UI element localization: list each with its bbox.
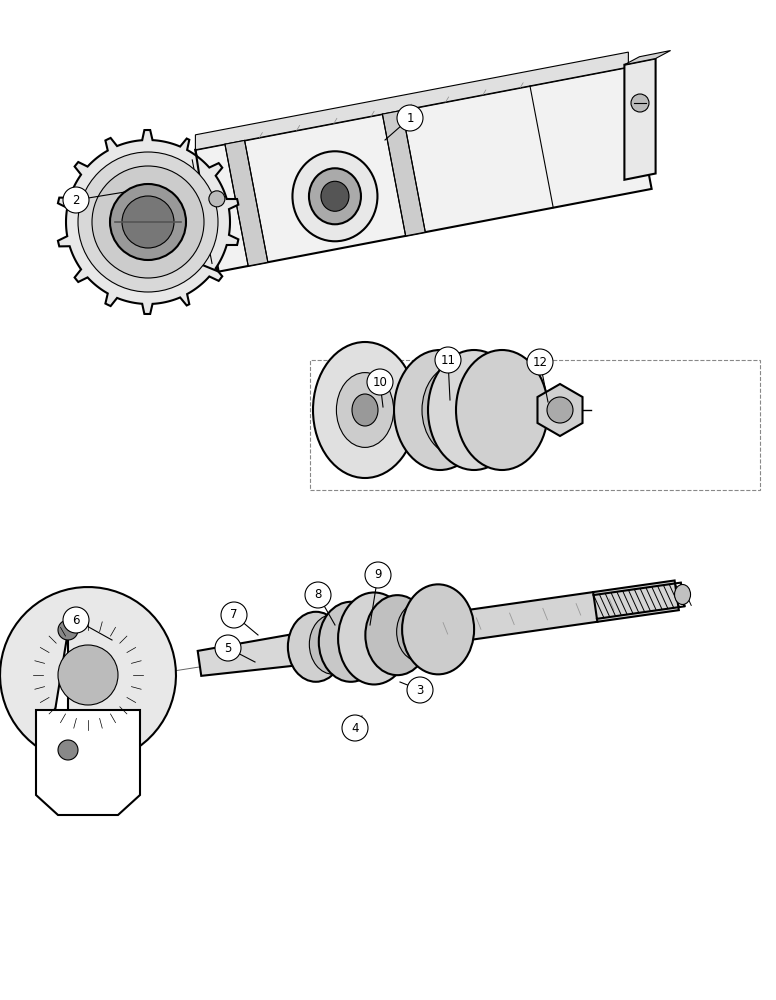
Circle shape bbox=[367, 369, 393, 395]
Ellipse shape bbox=[310, 614, 357, 674]
Polygon shape bbox=[198, 622, 365, 676]
Circle shape bbox=[547, 397, 573, 423]
Circle shape bbox=[58, 645, 118, 705]
Ellipse shape bbox=[321, 181, 349, 211]
Circle shape bbox=[58, 740, 78, 760]
Polygon shape bbox=[625, 59, 656, 180]
Circle shape bbox=[221, 602, 247, 628]
Text: 5: 5 bbox=[224, 642, 232, 654]
Polygon shape bbox=[58, 130, 238, 314]
Circle shape bbox=[209, 191, 225, 207]
Circle shape bbox=[342, 715, 368, 741]
Circle shape bbox=[527, 349, 553, 375]
Ellipse shape bbox=[293, 151, 377, 241]
Polygon shape bbox=[36, 710, 140, 815]
Circle shape bbox=[110, 184, 186, 260]
Ellipse shape bbox=[394, 350, 486, 470]
Polygon shape bbox=[442, 580, 679, 643]
Polygon shape bbox=[0, 587, 176, 794]
Ellipse shape bbox=[338, 592, 410, 684]
Ellipse shape bbox=[428, 350, 520, 470]
Circle shape bbox=[122, 196, 174, 248]
Text: 6: 6 bbox=[72, 613, 80, 626]
Ellipse shape bbox=[397, 602, 445, 662]
Text: 1: 1 bbox=[407, 111, 414, 124]
Bar bbox=[310, 360, 760, 490]
Ellipse shape bbox=[319, 602, 383, 682]
Ellipse shape bbox=[352, 394, 378, 426]
Circle shape bbox=[397, 105, 423, 131]
Circle shape bbox=[631, 94, 649, 112]
Text: 2: 2 bbox=[72, 194, 80, 207]
Text: 7: 7 bbox=[230, 608, 237, 621]
Circle shape bbox=[63, 187, 89, 213]
Ellipse shape bbox=[337, 373, 393, 447]
Text: 8: 8 bbox=[314, 588, 322, 601]
Polygon shape bbox=[538, 384, 583, 436]
Circle shape bbox=[407, 677, 433, 703]
Polygon shape bbox=[196, 52, 629, 150]
Circle shape bbox=[63, 607, 89, 633]
Ellipse shape bbox=[309, 168, 361, 224]
Ellipse shape bbox=[456, 350, 548, 470]
Text: 3: 3 bbox=[416, 684, 424, 696]
Polygon shape bbox=[225, 140, 268, 266]
Ellipse shape bbox=[365, 595, 429, 675]
Ellipse shape bbox=[674, 584, 691, 604]
Circle shape bbox=[58, 620, 78, 640]
Polygon shape bbox=[625, 51, 670, 65]
Ellipse shape bbox=[422, 364, 494, 456]
Text: 9: 9 bbox=[374, 568, 382, 582]
Text: 11: 11 bbox=[441, 354, 456, 366]
Circle shape bbox=[215, 635, 241, 661]
Polygon shape bbox=[383, 110, 425, 236]
Circle shape bbox=[78, 152, 218, 292]
Text: 10: 10 bbox=[372, 375, 387, 388]
Text: 12: 12 bbox=[532, 356, 548, 368]
Ellipse shape bbox=[462, 374, 518, 446]
Circle shape bbox=[92, 166, 204, 278]
Circle shape bbox=[435, 347, 461, 373]
Ellipse shape bbox=[313, 342, 417, 478]
Circle shape bbox=[365, 562, 391, 588]
Text: 4: 4 bbox=[352, 722, 359, 734]
Polygon shape bbox=[196, 67, 652, 272]
Ellipse shape bbox=[288, 612, 344, 682]
Circle shape bbox=[305, 582, 331, 608]
Ellipse shape bbox=[402, 584, 474, 674]
